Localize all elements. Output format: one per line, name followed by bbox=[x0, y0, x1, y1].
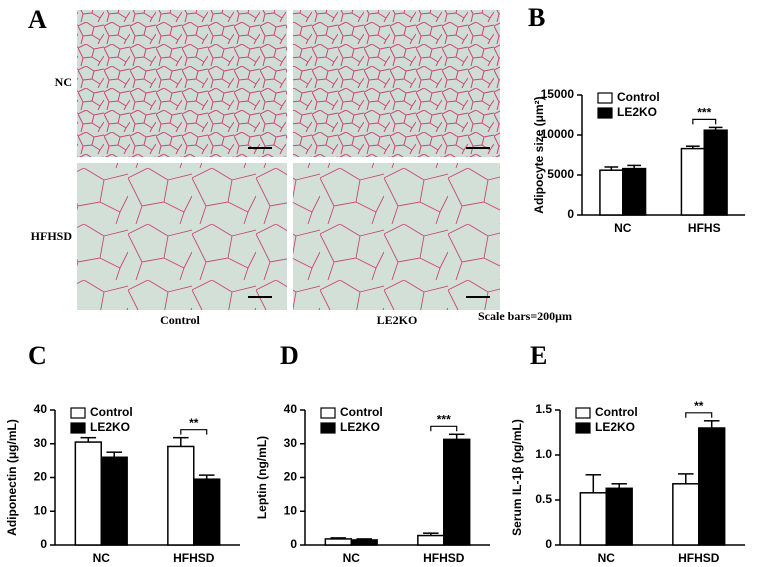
scale-note: Scale bars=200μm bbox=[478, 309, 572, 323]
y-tick-label: 5000 bbox=[547, 167, 574, 181]
legend-label: Control bbox=[90, 405, 133, 419]
bar bbox=[74, 441, 102, 546]
y-tick-label: 10 bbox=[284, 503, 298, 517]
row-label: HFHSD bbox=[31, 229, 73, 243]
y-tick-label: 0 bbox=[40, 537, 47, 551]
bar bbox=[350, 539, 378, 546]
column-label: LE2KO bbox=[377, 313, 418, 327]
significance: *** bbox=[697, 106, 711, 120]
panel-label: D bbox=[280, 341, 299, 370]
legend-label: LE2KO bbox=[595, 420, 635, 434]
y-axis-label: Serum IL-1β (pg/mL) bbox=[510, 419, 524, 536]
significance-bracket bbox=[692, 118, 717, 125]
y-tick-label: 0 bbox=[545, 537, 552, 551]
legend-swatch bbox=[70, 407, 86, 419]
y-tick-label: 20 bbox=[34, 470, 48, 484]
y-axis-label: Adiponectin (μg/mL) bbox=[5, 419, 19, 536]
legend-swatch bbox=[575, 422, 591, 434]
panel-label: A bbox=[28, 5, 47, 34]
y-tick-label: 1.0 bbox=[535, 447, 552, 461]
y-tick-label: 30 bbox=[284, 436, 298, 450]
micrograph bbox=[293, 163, 500, 310]
bar bbox=[443, 438, 471, 546]
legend-label: LE2KO bbox=[340, 420, 380, 434]
bar bbox=[703, 129, 728, 216]
x-tick-label: NC bbox=[598, 551, 616, 565]
y-tick-label: 1.5 bbox=[535, 402, 552, 416]
y-tick-label: 0.5 bbox=[535, 492, 552, 506]
y-tick-label: 0 bbox=[290, 537, 297, 551]
x-tick-label: NC bbox=[93, 551, 111, 565]
bar bbox=[680, 147, 705, 216]
bar bbox=[167, 445, 195, 546]
y-axis-label: Adipocyte size (μm²) bbox=[532, 96, 546, 213]
bar bbox=[100, 456, 128, 546]
legend-label: Control bbox=[340, 405, 383, 419]
y-tick-label: 15000 bbox=[541, 87, 575, 101]
legend-label: LE2KO bbox=[617, 105, 657, 119]
significance: *** bbox=[437, 412, 451, 426]
bar bbox=[622, 167, 647, 216]
x-tick-label: HFHS bbox=[688, 221, 721, 235]
bar bbox=[599, 169, 624, 216]
bar bbox=[324, 538, 353, 546]
legend-swatch bbox=[597, 107, 613, 119]
panel-label: B bbox=[528, 3, 545, 32]
y-tick-label: 10000 bbox=[541, 127, 575, 141]
y-tick-label: 0 bbox=[567, 207, 574, 221]
y-tick-label: 30 bbox=[34, 436, 48, 450]
y-tick-label: 10 bbox=[34, 503, 48, 517]
micrograph bbox=[293, 10, 500, 157]
significance: ** bbox=[189, 416, 199, 430]
legend-label: LE2KO bbox=[90, 420, 130, 434]
y-axis-label: Leptin (ng/mL) bbox=[255, 436, 269, 519]
bar bbox=[672, 483, 700, 546]
legend-label: Control bbox=[617, 90, 660, 104]
significance-bracket bbox=[180, 429, 208, 435]
micrograph bbox=[77, 163, 287, 310]
x-tick-label: HFHSD bbox=[678, 551, 720, 565]
legend-swatch bbox=[320, 407, 336, 419]
significance-bracket bbox=[430, 425, 458, 432]
y-tick-label: 40 bbox=[284, 402, 298, 416]
legend-swatch bbox=[597, 92, 613, 104]
x-tick-label: HFHSD bbox=[173, 551, 215, 565]
bar bbox=[698, 427, 726, 546]
bar bbox=[193, 478, 221, 546]
panel-label: E bbox=[530, 341, 547, 370]
x-tick-label: HFHSD bbox=[423, 551, 465, 565]
micrograph bbox=[77, 10, 287, 157]
row-label: NC bbox=[55, 75, 72, 89]
legend-swatch bbox=[575, 407, 591, 419]
y-tick-label: 20 bbox=[284, 470, 298, 484]
bar bbox=[579, 492, 607, 546]
y-tick-label: 40 bbox=[34, 402, 48, 416]
bar bbox=[417, 534, 445, 546]
legend-swatch bbox=[70, 422, 86, 434]
legend-label: Control bbox=[595, 405, 638, 419]
bar bbox=[605, 487, 633, 546]
x-tick-label: NC bbox=[614, 221, 632, 235]
significance-bracket bbox=[685, 412, 713, 418]
panel-label: C bbox=[28, 341, 47, 370]
legend-swatch bbox=[320, 422, 336, 434]
column-label: Control bbox=[160, 313, 200, 327]
x-tick-label: NC bbox=[343, 551, 361, 565]
panel-a: A NC HFHSD Control LE2KO Scale bars=200μ… bbox=[28, 5, 572, 327]
significance: ** bbox=[694, 399, 704, 413]
